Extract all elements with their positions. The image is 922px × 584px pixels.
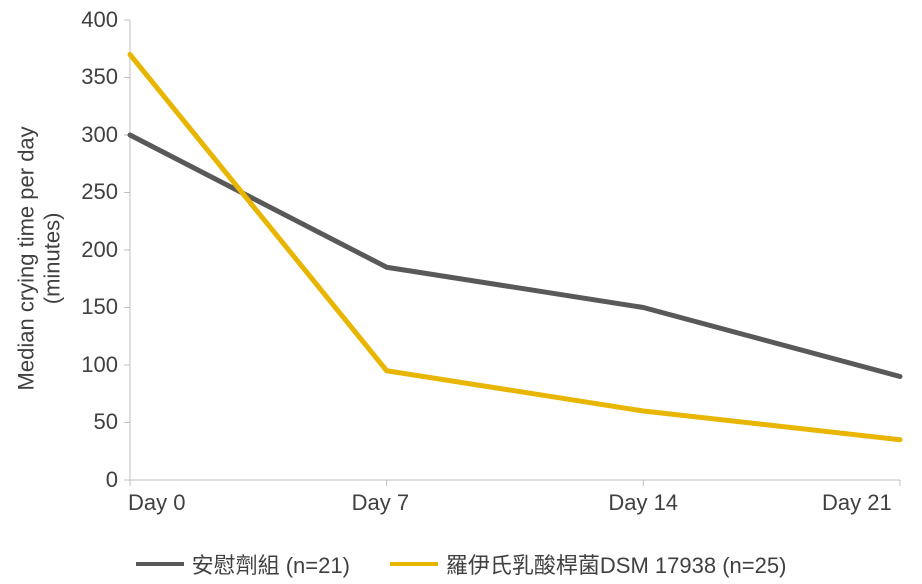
x-tick-label: Day 0 (128, 490, 185, 516)
y-tick-label: 300 (81, 122, 118, 148)
x-tick-label: Day 7 (352, 490, 409, 516)
legend-swatch (390, 562, 438, 566)
legend-item: 羅伊氏乳酸桿菌DSM 17938 (n=25) (390, 548, 787, 580)
y-tick-label: 350 (81, 64, 118, 90)
legend-label: 羅伊氏乳酸桿菌DSM 17938 (n=25) (446, 548, 787, 580)
y-tick-label: 250 (81, 179, 118, 205)
series-line (130, 55, 900, 440)
line-chart: Median crying time per day (minutes) 050… (0, 0, 922, 584)
y-tick-label: 200 (81, 237, 118, 263)
series-line (130, 135, 900, 377)
legend: 安慰劑組 (n=21) 羅伊氏乳酸桿菌DSM 17938 (n=25) (0, 548, 922, 580)
x-tick-label: Day 14 (608, 490, 678, 516)
y-tick-label: 100 (81, 352, 118, 378)
x-tick-label: Day 21 (822, 490, 892, 516)
y-tick-label: 400 (81, 7, 118, 33)
y-tick-label: 50 (94, 409, 118, 435)
y-tick-label: 150 (81, 294, 118, 320)
legend-label: 安慰劑組 (n=21) (192, 548, 350, 580)
legend-swatch (136, 562, 184, 566)
legend-item: 安慰劑組 (n=21) (136, 548, 350, 580)
y-tick-label: 0 (106, 467, 118, 493)
